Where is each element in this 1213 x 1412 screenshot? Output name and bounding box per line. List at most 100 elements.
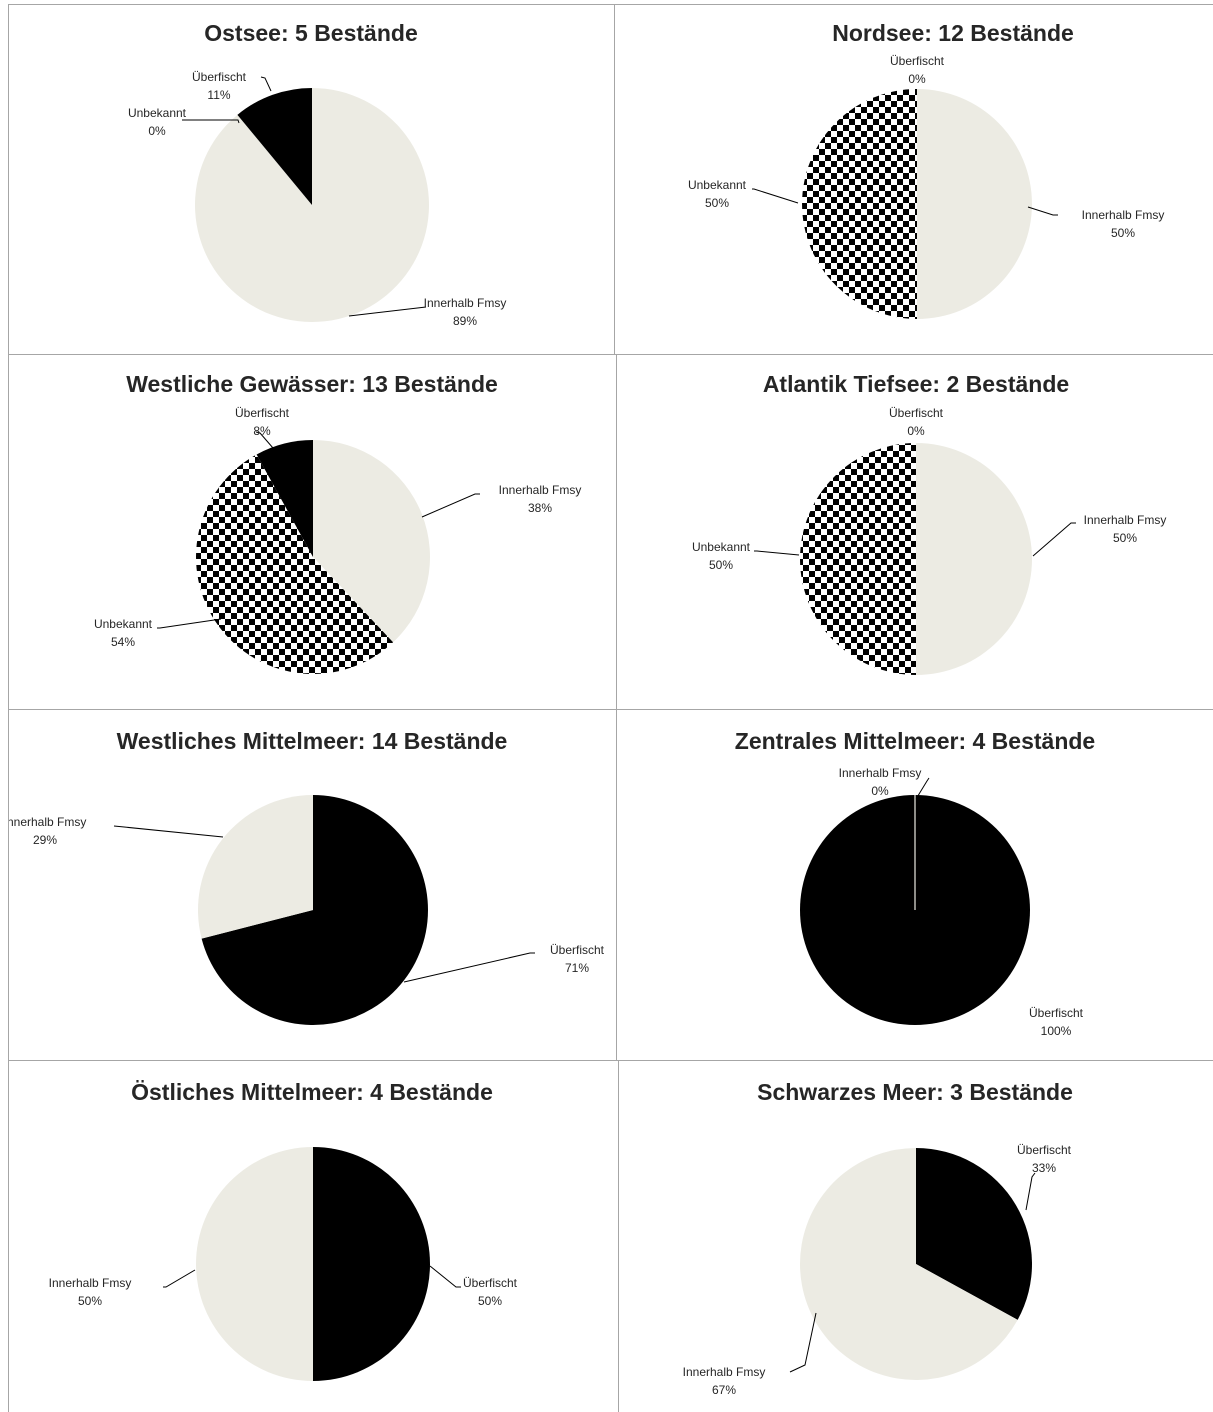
grid-line (616, 354, 617, 1060)
slice-percent: 0% (871, 784, 889, 798)
slice-label: Innerhalb Fmsy (499, 483, 582, 497)
pie-chart-panel: Zentrales Mittelmeer: 4 Bestände Innerhal… (617, 710, 1213, 1060)
grid-line (614, 4, 615, 354)
slice-percent: 50% (1113, 531, 1137, 545)
leader-line (1025, 1172, 1036, 1211)
slice-label: Unbekannt (692, 540, 751, 554)
slice-label: Überfischt (890, 54, 945, 68)
leader-line (1032, 522, 1076, 557)
slice-label: Überfischt (550, 943, 605, 957)
slice-percent: 0% (908, 72, 926, 86)
slice-percent: 38% (528, 501, 552, 515)
pie-slice (916, 1148, 1032, 1320)
leader-line (915, 777, 930, 800)
leader-line (752, 188, 799, 204)
pie-slice (201, 795, 428, 1025)
leader-line (348, 306, 427, 317)
pie-chart: Westliche Gewässer: 13 Bestände Innerhalb… (94, 371, 582, 674)
slice-label: Innerhalb Fmsy (9, 815, 86, 829)
pie-chart-panel: Nordsee: 12 Bestände Innerhalb Fmsy 50% Unb… (615, 5, 1213, 354)
pie-chart: Atlantik Tiefsee: 2 Bestände Innerhalb Fm… (692, 371, 1167, 675)
slice-percent: 71% (565, 961, 589, 975)
leader-line (789, 1312, 817, 1373)
pie-slice (196, 1147, 313, 1381)
slice-percent: 33% (1032, 1161, 1056, 1175)
chart-title: Westliche Gewässer: 13 Bestände (126, 371, 498, 397)
leader-line (403, 952, 535, 983)
pie-slice (237, 88, 312, 205)
leader-line (157, 618, 222, 629)
grid-line (8, 354, 1213, 355)
slice-percent: 8% (253, 424, 271, 438)
leader-line (113, 825, 224, 838)
slice-percent: 50% (1111, 226, 1135, 240)
slice-percent: 50% (705, 196, 729, 210)
grid-line (8, 4, 1213, 5)
slice-label: Innerhalb Fmsy (49, 1276, 132, 1290)
pie-slice (800, 443, 916, 675)
pie-slice (197, 795, 313, 939)
slice-label: Innerhalb Fmsy (683, 1365, 766, 1379)
leader-line (1027, 206, 1058, 216)
slice-percent: 50% (709, 558, 733, 572)
chart-title: Zentrales Mittelmeer: 4 Bestände (735, 728, 1095, 754)
pie-chart-panel: Schwarzes Meer: 3 Bestände Überfischt 33% I… (619, 1061, 1213, 1412)
slice-label: Unbekannt (128, 106, 187, 120)
leader-line (260, 76, 272, 92)
slice-percent: 29% (33, 833, 57, 847)
grid-line (8, 1060, 1213, 1061)
chart-title: Schwarzes Meer: 3 Bestände (757, 1079, 1073, 1105)
leader-line (421, 493, 480, 518)
slice-percent: 67% (712, 1383, 736, 1397)
slice-label: Unbekannt (94, 617, 153, 631)
pie-slice (916, 443, 1032, 675)
chart-title: Atlantik Tiefsee: 2 Bestände (763, 371, 1069, 397)
slice-label: Innerhalb Fmsy (1084, 513, 1167, 527)
chart-title: Ostsee: 5 Bestände (204, 20, 417, 46)
slice-label: Unbekannt (688, 178, 747, 192)
pie-chart-panel: Östliches Mittelmeer: 4 Bestände Innerhal… (9, 1061, 618, 1412)
slice-percent: 0% (148, 124, 166, 138)
slice-label: Überfischt (192, 70, 247, 84)
pie-slice (194, 88, 429, 322)
pie-chart: Westliches Mittelmeer: 14 Bestände Innerh… (9, 728, 605, 1025)
leader-line (163, 1269, 196, 1288)
slice-percent: 89% (453, 314, 477, 328)
pie-chart-panel: Ostsee: 5 Bestände Innerhalb Fmsy 89% Unbek… (9, 5, 614, 354)
slice-label: Innerhalb Fmsy (1082, 208, 1165, 222)
grid-line (8, 4, 9, 1412)
chart-title: Östliches Mittelmeer: 4 Bestände (131, 1079, 493, 1105)
slice-label: Innerhalb Fmsy (839, 766, 922, 780)
pie-slice (313, 440, 430, 643)
grid-line (8, 709, 1213, 710)
pie-slice (256, 440, 313, 557)
slice-label: Innerhalb Fmsy (424, 296, 507, 310)
chart-title: Westliches Mittelmeer: 14 Bestände (117, 728, 508, 754)
pie-slice (802, 89, 917, 319)
pie-chart: Schwarzes Meer: 3 Bestände Überfischt 33% I… (683, 1079, 1073, 1397)
slice-percent: 54% (111, 635, 135, 649)
pie-chart: Östliches Mittelmeer: 4 Bestände Innerhal… (49, 1079, 518, 1381)
slice-percent: 100% (1041, 1024, 1072, 1038)
grid-line (618, 1060, 619, 1412)
pie-chart-panel: Westliche Gewässer: 13 Bestände Innerhalb… (9, 355, 616, 709)
pie-slice (313, 1147, 430, 1381)
leader-line (754, 550, 800, 556)
slice-percent: 0% (907, 424, 925, 438)
slice-label: Überfischt (235, 406, 290, 420)
chart-title: Nordsee: 12 Bestände (832, 20, 1074, 46)
slice-percent: 11% (207, 88, 230, 102)
slice-percent: 50% (78, 1294, 102, 1308)
pie-chart: Zentrales Mittelmeer: 4 Bestände Innerhal… (735, 728, 1095, 1038)
slice-label: Überfischt (1029, 1006, 1084, 1020)
leader-line (255, 431, 274, 449)
slice-label: Überfischt (463, 1276, 518, 1290)
leader-line (182, 119, 240, 124)
pie-slice (917, 89, 1032, 319)
slice-percent: 50% (478, 1294, 502, 1308)
slice-label: Überfischt (889, 406, 944, 420)
pie-chart-panel: Westliches Mittelmeer: 14 Bestände Innerh… (9, 710, 616, 1060)
pie-slice (799, 1148, 1018, 1380)
leader-line (429, 1265, 461, 1288)
